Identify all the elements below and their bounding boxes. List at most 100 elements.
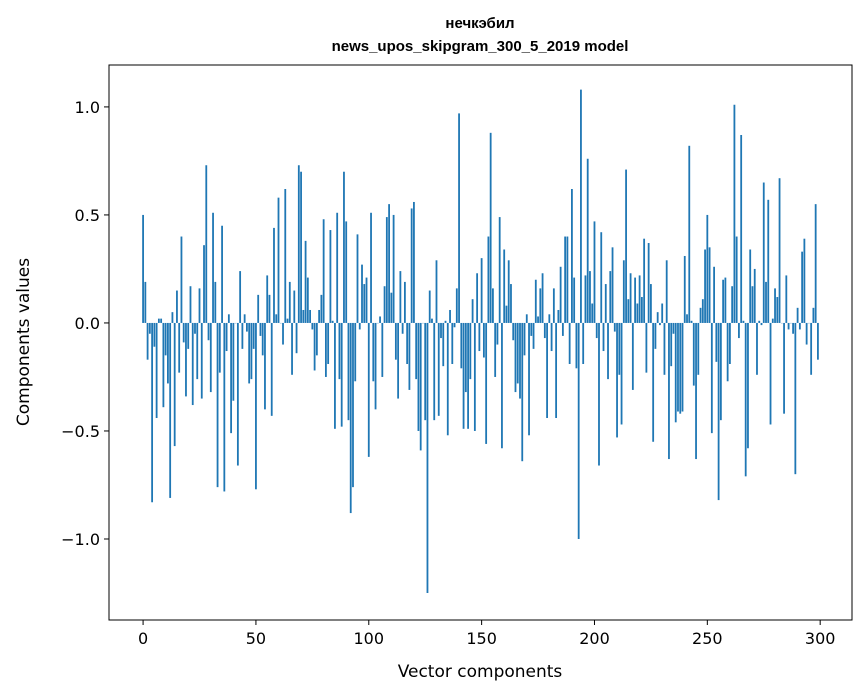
bar <box>708 247 711 323</box>
bar <box>634 277 637 323</box>
y-tick-label: 0.0 <box>75 314 100 333</box>
bar <box>519 322 521 399</box>
bar <box>787 322 790 330</box>
x-axis-label: Vector components <box>398 662 563 682</box>
bar <box>268 294 271 323</box>
bar <box>480 258 483 323</box>
bar <box>388 204 390 323</box>
x-tick-label: 100 <box>354 629 385 648</box>
bar <box>618 322 621 375</box>
bar <box>327 322 330 364</box>
bar <box>765 281 767 323</box>
bar <box>724 277 727 323</box>
bar <box>631 322 634 390</box>
bar <box>205 165 208 323</box>
bar <box>695 322 697 460</box>
bar <box>801 251 804 323</box>
bar <box>440 322 442 339</box>
bar <box>329 230 332 323</box>
bar <box>250 322 253 380</box>
bar <box>783 322 785 414</box>
bar <box>431 318 433 323</box>
bar <box>153 322 156 347</box>
bar <box>243 314 246 323</box>
bar <box>257 294 260 323</box>
bar <box>792 322 794 334</box>
bar <box>728 322 731 364</box>
bar <box>514 322 517 393</box>
bar <box>749 249 752 323</box>
bar <box>415 322 418 380</box>
bar <box>812 307 815 323</box>
bar <box>392 214 395 323</box>
bar <box>584 275 587 323</box>
bar <box>625 169 627 323</box>
bar <box>311 322 314 330</box>
bar <box>227 314 230 323</box>
bar <box>324 322 327 377</box>
y-axis-label: Components values <box>14 258 34 426</box>
bar <box>469 322 472 380</box>
bar <box>758 320 761 323</box>
bar <box>810 322 813 375</box>
bar <box>372 322 375 382</box>
bar <box>620 322 623 425</box>
bar <box>148 322 151 334</box>
x-tick-label: 0 <box>138 629 148 648</box>
bar <box>230 322 233 434</box>
bar <box>586 158 589 323</box>
bar <box>435 260 438 323</box>
x-tick-label: 250 <box>692 629 723 648</box>
bar <box>557 309 560 323</box>
bar <box>252 322 255 349</box>
bar <box>167 322 169 384</box>
bar <box>817 322 819 360</box>
y-axis: −1.0 −0.5 0.0 0.5 1.0 <box>61 98 109 549</box>
bar <box>236 322 239 466</box>
bar <box>444 320 447 323</box>
bar <box>525 314 528 323</box>
bar <box>674 322 677 423</box>
bar <box>645 322 648 373</box>
bar <box>334 322 336 429</box>
bar <box>467 322 469 429</box>
bar <box>322 219 325 323</box>
bar <box>771 318 774 323</box>
bar <box>523 322 526 356</box>
bar <box>160 318 163 323</box>
bar <box>399 271 402 323</box>
bar <box>255 322 257 490</box>
bar <box>798 322 801 330</box>
bar <box>261 322 264 356</box>
bar <box>214 281 217 323</box>
y-tick-label: 0.5 <box>75 206 100 225</box>
bar <box>611 247 614 323</box>
bar <box>284 189 287 323</box>
bar <box>245 322 248 332</box>
bar <box>203 245 205 323</box>
bar <box>731 286 734 323</box>
bar <box>385 217 388 323</box>
bar <box>482 322 485 358</box>
bar <box>575 322 578 369</box>
bar <box>264 322 266 410</box>
bar <box>200 322 203 399</box>
bar <box>663 322 666 375</box>
bar <box>598 322 600 466</box>
bar <box>180 236 183 323</box>
bar <box>683 255 686 323</box>
bar <box>582 322 585 364</box>
bar <box>458 113 460 323</box>
x-axis: 0 50 100 150 200 250 300 <box>138 620 835 648</box>
bar <box>358 322 361 330</box>
bar <box>573 277 576 323</box>
bar <box>288 281 291 323</box>
bar <box>550 322 553 352</box>
bar <box>719 322 722 421</box>
bar <box>604 284 607 323</box>
bar <box>331 320 334 323</box>
bar <box>191 322 194 406</box>
bar <box>717 322 720 501</box>
bar <box>273 227 275 323</box>
bar <box>726 322 729 382</box>
